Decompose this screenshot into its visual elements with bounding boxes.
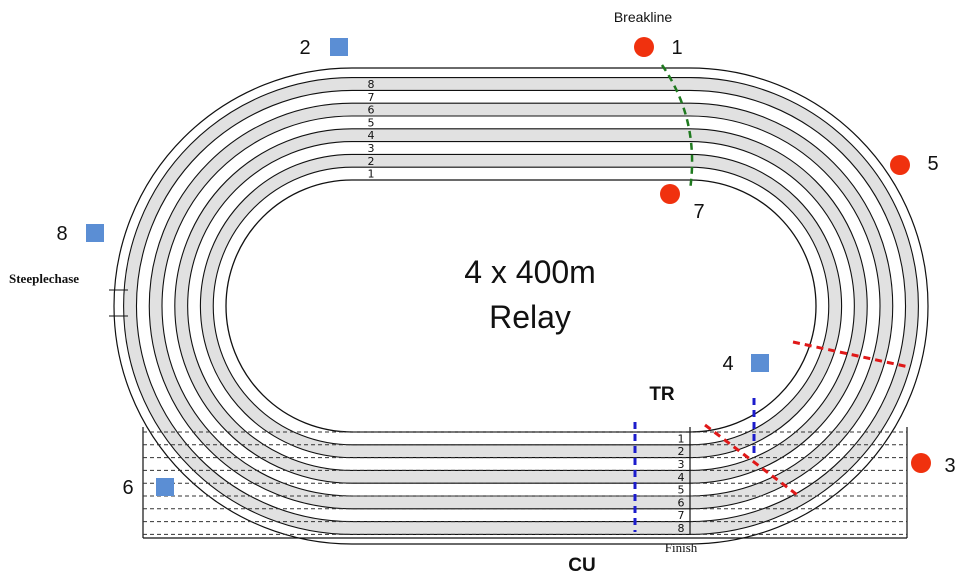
blue-marker-label: 2 [299,37,310,59]
lane-number-top: 3 [368,142,375,155]
blue-marker-label: 6 [122,477,133,499]
red-marker-label: 7 [693,201,704,223]
lane-number-bottom: 8 [678,522,685,535]
steeplechase-marks [109,289,128,317]
stagger-line-upper [792,340,910,369]
blue-marker-4: 4 [722,353,769,375]
blue-marker-label: 4 [722,353,733,375]
lane-number-top: 7 [368,91,375,104]
red-marker-1: 1 [634,37,683,59]
lane-number-top: 6 [368,104,375,117]
blue-marker-2: 2 [299,37,348,59]
red-marker-3: 3 [911,453,956,477]
lane-number-bottom: 6 [678,496,685,509]
lane-number-bottom: 7 [678,509,685,522]
tr-label: TR [649,384,675,405]
lane-number-bottom: 4 [678,471,685,484]
breakline [660,64,694,191]
finish-label: Finish [665,540,698,555]
lane-number-top: 4 [368,129,375,142]
blue-marker-label: 8 [56,223,67,245]
cu-label: CU [568,555,595,576]
lane-number-top: 2 [368,155,375,168]
lane-extension-dashes [143,431,907,535]
lane-number-bottom: 1 [678,432,685,445]
red-marker-label: 5 [927,153,938,175]
lane-number-bottom: 2 [678,445,685,458]
lane-number-top: 1 [368,168,375,181]
running-track [113,67,929,545]
lane-number-top: 5 [368,116,375,129]
lane-number-top: 8 [368,78,375,91]
red-marker-label: 3 [944,455,955,477]
red-marker-7: 7 [660,184,705,223]
red-marker-label: 1 [671,37,682,59]
lane-number-bottom: 5 [678,484,685,497]
diagram-title-line1: 4 x 400m [464,254,596,290]
stagger-line-lower [704,423,801,499]
diagram-title-line2: Relay [489,299,571,335]
blue-marker-6: 6 [122,477,174,499]
lane-number-bottom: 3 [678,458,685,471]
blue-marker-8: 8 [56,223,104,245]
breakline-label: Breakline [614,9,673,25]
steeplechase-label: Steeplechase [9,271,79,286]
home-straight-extension [142,427,908,539]
red-marker-5: 5 [890,153,939,175]
